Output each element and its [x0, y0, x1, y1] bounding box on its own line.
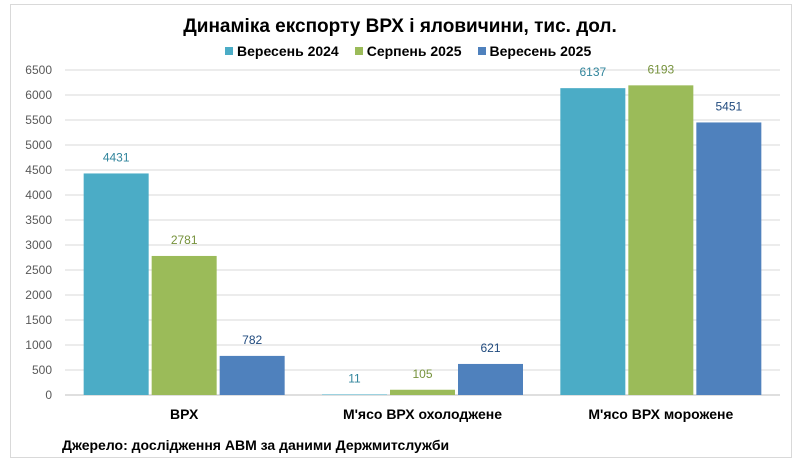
y-tick-label: 3000: [25, 238, 52, 252]
legend-swatch: [477, 47, 486, 55]
legend-label: Серпень 2025: [366, 43, 462, 59]
y-tick-label: 5500: [25, 113, 52, 127]
x-tick-label: М'ясо ВРХ охолоджене: [343, 406, 502, 422]
legend: Вересень 2024 Серпень 2025 Вересень 2025: [225, 43, 591, 59]
legend-label: Вересень 2024: [237, 43, 339, 59]
y-tick-label: 6000: [25, 88, 52, 102]
legend-label: Вересень 2025: [489, 43, 592, 59]
bar: [560, 88, 626, 396]
bar: [696, 122, 762, 395]
y-tick-label: 3500: [25, 213, 52, 227]
y-tick-label: 0: [45, 388, 52, 402]
data-label: 105: [412, 367, 432, 381]
bar: [628, 85, 694, 395]
bar: [458, 363, 523, 395]
x-tick-label: ВРХ: [170, 406, 199, 422]
data-label: 5451: [715, 99, 742, 113]
bar: [219, 355, 285, 395]
data-label: 6193: [647, 62, 674, 76]
legend-item: Вересень 2024: [225, 43, 339, 59]
y-tick-label: 5000: [25, 138, 52, 152]
chart-title: Динаміка експорту ВРХ і яловичини, тис. …: [183, 16, 617, 37]
y-tick-label: 1500: [25, 313, 52, 327]
data-label: 11: [348, 371, 361, 385]
legend-item: Вересень 2025: [477, 43, 592, 59]
bar: [83, 173, 149, 395]
y-tick-label: 2500: [25, 263, 52, 277]
bar: [322, 394, 387, 395]
bar: [390, 389, 455, 395]
legend-swatch: [354, 47, 363, 55]
y-tick-label: 6500: [25, 63, 52, 77]
data-label: 4431: [103, 150, 130, 164]
y-tick-label: 4000: [25, 188, 52, 202]
legend-swatch: [225, 47, 233, 55]
x-tick-label: М'ясо ВРХ морожене: [588, 406, 733, 422]
y-tick-label: 4500: [25, 163, 52, 177]
bar: [151, 255, 217, 395]
data-label: 6137: [579, 65, 606, 79]
y-tick-label: 2000: [25, 288, 52, 302]
data-label: 782: [242, 333, 262, 347]
y-tick-label: 500: [32, 363, 52, 377]
source-note: Джерело: дослідження АВМ за даними Держм…: [62, 437, 450, 453]
y-tick-label: 1000: [25, 338, 52, 352]
legend-item: Серпень 2025: [354, 43, 462, 59]
data-label: 621: [480, 341, 500, 355]
data-label: 2781: [171, 233, 198, 247]
